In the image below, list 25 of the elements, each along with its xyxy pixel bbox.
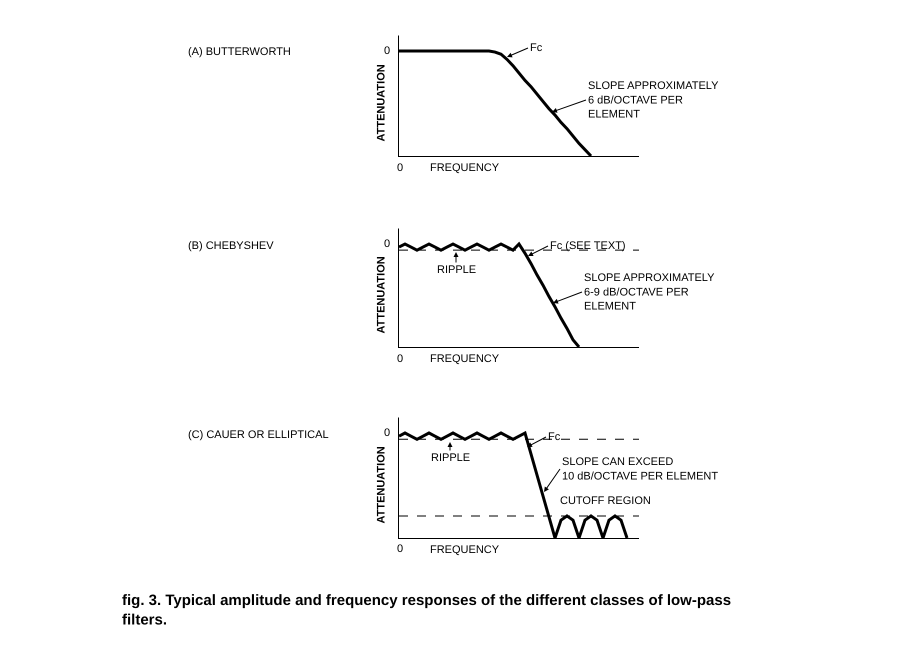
- x-axis-title: FREQUENCY: [430, 353, 500, 365]
- y-axis-title: ATTENUATION: [376, 446, 388, 524]
- text: (A) BUTTERWORTH: [188, 46, 291, 58]
- text: 0: [397, 162, 404, 174]
- text: 0: [384, 45, 390, 57]
- annotation: SLOPE APPROXIMATELY 6 dB/OCTAVE PER ELEMENT: [588, 80, 720, 121]
- x-axis-title: FREQUENCY: [430, 544, 500, 556]
- text: (B) CHEBYSHEV: [188, 240, 274, 252]
- annotation: Fc: [548, 431, 561, 443]
- annotation: Fc: [530, 42, 543, 54]
- annotation: RIPPLE: [437, 264, 476, 276]
- text: 0: [397, 353, 404, 365]
- annotation: Fc (SEE TEXT): [550, 240, 626, 252]
- x-axis-title: FREQUENCY: [430, 162, 500, 174]
- text: 0: [384, 238, 390, 250]
- text: 0: [384, 427, 390, 439]
- annotation: SLOPE CAN EXCEED 10 dB/OCTAVE PER ELEMENT: [562, 456, 718, 482]
- annotation: RIPPLE: [431, 452, 470, 464]
- y-axis-title: ATTENUATION: [376, 64, 388, 142]
- text: 0: [397, 543, 404, 555]
- annotation: CUTOFF REGION: [560, 495, 651, 507]
- y-axis-title: ATTENUATION: [376, 256, 388, 334]
- caption: fig. 3. Typical amplitude and frequency responses of the different classes of low-pass filters.: [122, 592, 732, 628]
- annotation: SLOPE APPROXIMATELY 6-9 dB/OCTAVE PER ELEMENT: [584, 272, 716, 313]
- text: (C) CAUER OR ELLIPTICAL: [188, 429, 329, 441]
